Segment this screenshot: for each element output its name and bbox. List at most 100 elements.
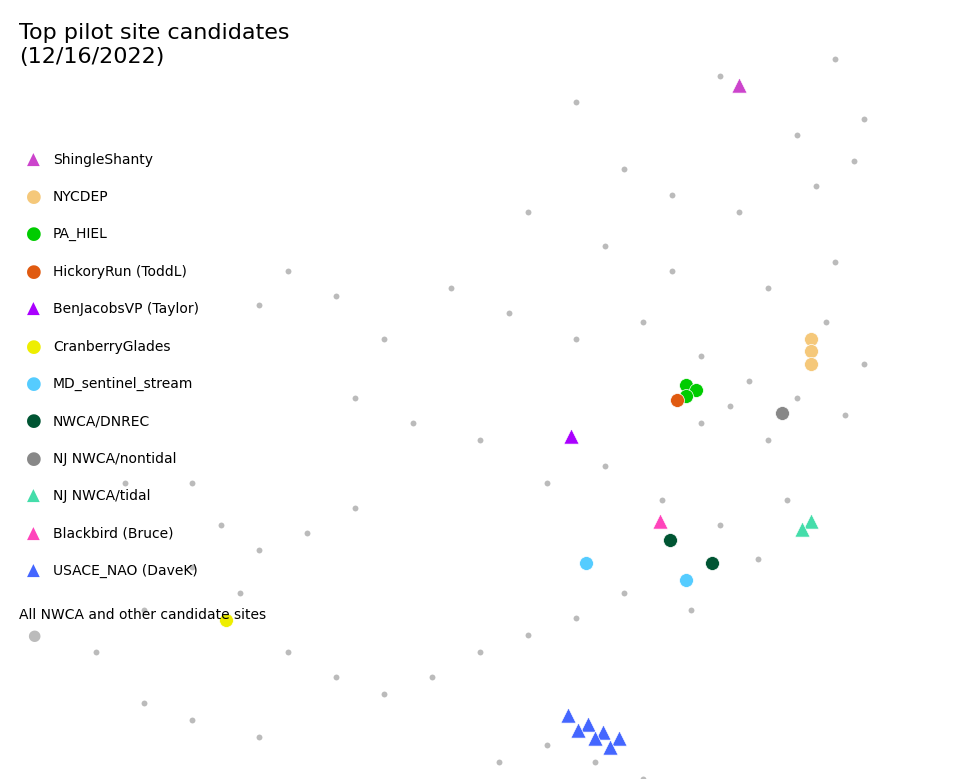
Point (184, 561, 200, 573)
Point (405, 417, 420, 429)
Point (568, 95, 584, 108)
Point (664, 189, 680, 201)
Point (501, 307, 516, 319)
Point (252, 545, 267, 557)
Point (616, 587, 632, 599)
Text: CranberryGlades: CranberryGlades (53, 340, 170, 354)
Point (540, 739, 555, 752)
Text: ●: ● (27, 628, 40, 643)
Point (732, 79, 747, 91)
Point (184, 714, 200, 726)
Point (117, 477, 132, 489)
Point (679, 574, 694, 587)
Point (252, 298, 267, 311)
Point (789, 129, 804, 142)
Text: ●: ● (26, 449, 41, 468)
Point (561, 709, 576, 721)
Point (376, 333, 392, 345)
Point (847, 155, 862, 167)
Point (780, 493, 795, 506)
Point (444, 282, 459, 294)
Text: NWCA/DNREC: NWCA/DNREC (53, 414, 150, 428)
Point (828, 53, 843, 65)
Point (520, 206, 536, 218)
Point (578, 557, 593, 569)
Point (472, 646, 488, 658)
Text: HickoryRun (ToddL): HickoryRun (ToddL) (53, 265, 186, 279)
Point (612, 732, 627, 745)
Point (688, 383, 704, 396)
Point (818, 315, 833, 328)
Point (588, 756, 603, 768)
Point (184, 477, 200, 489)
Point (588, 732, 603, 745)
Point (837, 409, 852, 421)
Text: ●: ● (26, 263, 41, 281)
Point (751, 552, 766, 565)
Point (424, 671, 440, 684)
Point (280, 265, 296, 277)
Text: ▲: ▲ (27, 487, 40, 506)
Point (664, 265, 680, 277)
Point (520, 629, 536, 641)
Point (669, 393, 684, 406)
Point (808, 180, 824, 192)
Point (760, 434, 776, 446)
Point (232, 587, 248, 599)
Text: MD_sentinel_stream: MD_sentinel_stream (53, 377, 193, 391)
Point (804, 358, 819, 370)
Point (760, 282, 776, 294)
Point (655, 493, 670, 506)
Point (804, 345, 819, 358)
Point (789, 392, 804, 404)
Text: ▲: ▲ (27, 524, 40, 543)
Text: PA_HIEL: PA_HIEL (53, 227, 108, 241)
Point (570, 724, 586, 736)
Text: ▲: ▲ (27, 150, 40, 169)
Point (136, 696, 152, 709)
Point (653, 514, 668, 527)
Text: ●: ● (26, 375, 41, 393)
Text: ●: ● (26, 225, 41, 244)
Point (856, 358, 872, 370)
Text: ShingleShanty: ShingleShanty (53, 153, 153, 167)
Text: NYCDEP: NYCDEP (53, 190, 108, 204)
Text: ●: ● (26, 188, 41, 206)
Point (804, 333, 819, 345)
Point (88, 646, 104, 658)
Point (616, 163, 632, 175)
Point (662, 534, 678, 546)
Point (568, 612, 584, 624)
Text: BenJacobsVP (Taylor): BenJacobsVP (Taylor) (53, 302, 199, 316)
Point (328, 290, 344, 302)
Point (693, 350, 708, 362)
Point (218, 614, 233, 626)
Point (828, 256, 843, 269)
Point (732, 206, 747, 218)
Text: Blackbird (Bruce): Blackbird (Bruce) (53, 527, 174, 541)
Point (804, 514, 819, 527)
Point (300, 527, 315, 540)
Point (595, 726, 611, 738)
Point (636, 773, 651, 779)
Point (492, 756, 507, 768)
Text: USACE_NAO (DaveK): USACE_NAO (DaveK) (53, 564, 198, 578)
Point (328, 671, 344, 684)
Point (693, 417, 708, 429)
Point (775, 407, 790, 419)
Point (741, 375, 756, 387)
Point (568, 333, 584, 345)
Point (136, 604, 152, 616)
Point (280, 646, 296, 658)
Point (348, 502, 363, 514)
Point (684, 604, 699, 616)
Point (472, 434, 488, 446)
Point (705, 557, 720, 569)
Text: ▲: ▲ (27, 562, 40, 580)
Point (679, 390, 694, 403)
Text: Top pilot site candidates
(12/16/2022): Top pilot site candidates (12/16/2022) (19, 23, 290, 66)
Point (213, 519, 228, 531)
Point (602, 741, 617, 753)
Point (679, 379, 694, 392)
Text: ●: ● (26, 412, 41, 431)
